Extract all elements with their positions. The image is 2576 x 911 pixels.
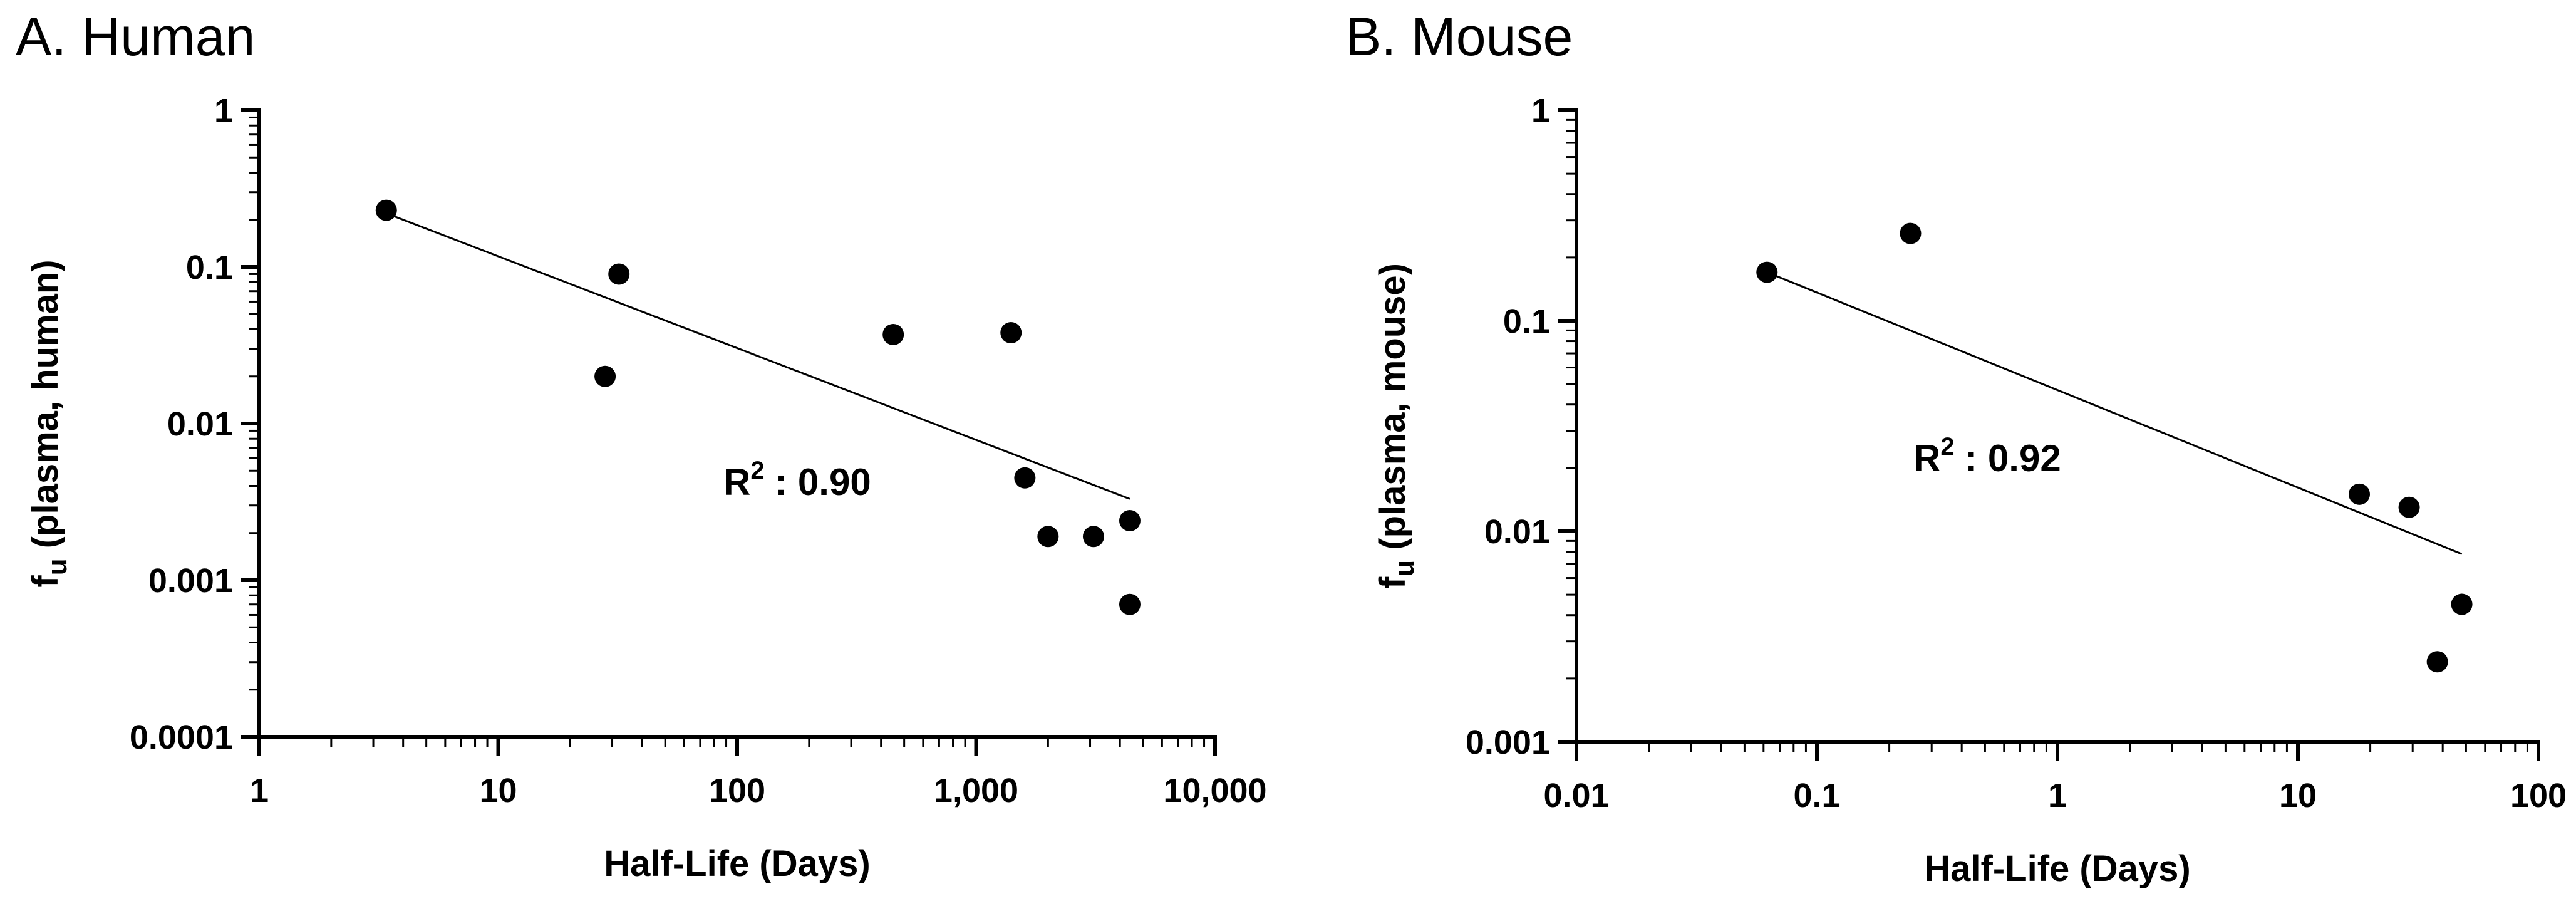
data-point [2349, 483, 2371, 505]
y-tick-label: 0.1 [186, 249, 233, 286]
r-squared-symbol: R [723, 461, 750, 503]
y-axis-title-text: fu (plasma, mouse) [1372, 263, 1420, 589]
data-point [882, 323, 904, 345]
r-squared-superscript: 2 [1940, 433, 1954, 461]
r-squared-label: R2 : 0.90 [723, 457, 871, 503]
x-tick-label: 10 [2279, 777, 2317, 815]
y-axis-title-rest: (plasma, human) [25, 259, 66, 558]
r-squared-superscript: 2 [750, 457, 764, 484]
data-point [1900, 222, 1922, 244]
x-tick-label: 1 [2048, 777, 2067, 815]
y-axis-title: fu (plasma, mouse) [1372, 263, 1420, 589]
data-point [2426, 651, 2448, 673]
data-point [1014, 467, 1036, 489]
data-point [2398, 496, 2420, 518]
data-point [1119, 593, 1141, 615]
x-tick-label: 10 [479, 772, 517, 809]
data-point [1037, 526, 1059, 548]
y-axis-title-main: f [1372, 576, 1413, 589]
x-tick-label: 100 [2510, 777, 2567, 815]
data-point [1082, 526, 1104, 548]
data-point [1119, 509, 1141, 531]
x-tick-label: 100 [709, 772, 765, 809]
y-axis-title-rest: (plasma, mouse) [1372, 263, 1413, 560]
x-axis-title: Half-Life (Days) [1924, 848, 2190, 889]
y-axis-title-subscript: u [1389, 560, 1420, 577]
chart-panel-mouse: B. Mouse 0.001 0.01 0.1 1 0.01 0.1 1 10 100 Half-L… [1345, 7, 2567, 889]
data-point [594, 365, 616, 387]
y-axis-title-subscript: u [42, 558, 73, 575]
data-point [1000, 322, 1022, 344]
data-point [375, 199, 397, 221]
x-tick-label: 0.01 [1543, 777, 1609, 815]
x-tick-label: 1,000 [934, 772, 1018, 809]
y-tick-label: 0.01 [167, 405, 233, 443]
regression-line [386, 212, 1130, 500]
r-squared-label: R2 : 0.92 [1913, 433, 2061, 479]
x-axis-title: Half-Life (Days) [604, 843, 870, 884]
y-tick-label: 0.0001 [130, 719, 233, 756]
data-point [2451, 593, 2473, 615]
y-axis-title-main: f [25, 575, 66, 588]
r-squared-symbol: R [1913, 437, 1940, 479]
y-axis-title-text: fu (plasma, human) [25, 259, 73, 587]
r-squared-value: : 0.90 [765, 461, 871, 503]
panel-title: A. Human [16, 7, 255, 67]
data-point [608, 263, 630, 285]
x-tick-label: 1 [250, 772, 269, 809]
r-squared-value: : 0.92 [1955, 437, 2061, 479]
y-tick-label: 0.001 [1466, 724, 1550, 761]
y-tick-label: 0.1 [1503, 303, 1550, 340]
panel-title: B. Mouse [1345, 7, 1573, 67]
x-tick-label: 0.1 [1793, 777, 1840, 815]
y-tick-label: 0.01 [1484, 513, 1550, 551]
y-tick-label: 0.001 [148, 562, 233, 600]
regression-line [1766, 271, 2463, 555]
y-tick-label: 1 [1531, 92, 1550, 130]
chart-panel-human: A. Human 0.0001 0.001 0.01 0.1 1 1 10 100 1,000 10… [16, 7, 1267, 884]
x-tick-label: 10,000 [1163, 772, 1266, 809]
y-axis-title: fu (plasma, human) [25, 259, 73, 587]
y-tick-label: 1 [214, 92, 233, 130]
data-point [1756, 261, 1778, 283]
